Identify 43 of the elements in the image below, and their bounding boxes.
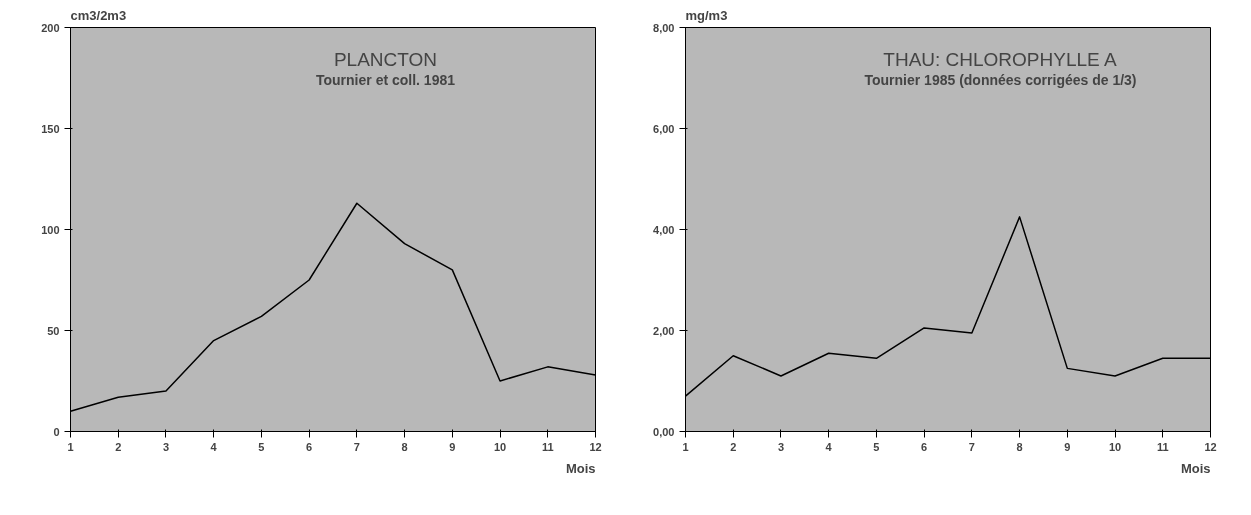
x-tick-label: 8 (401, 440, 408, 453)
y-tick-label: 0,00 (653, 425, 675, 438)
text: Tournier et coll. 1981 (316, 72, 456, 89)
y-tick-label: 0 (53, 425, 60, 438)
y-tick-label: 200 (41, 21, 60, 34)
x-tick-label: 6 (306, 440, 313, 453)
y-tick-label: 4,00 (653, 223, 675, 236)
x-tick-label: 7 (353, 440, 360, 453)
x-tick-label: 5 (873, 440, 880, 453)
x-tick-label: 7 (968, 440, 975, 453)
x-tick-label: 8 (1016, 440, 1023, 453)
text: Tournier 1985 (données corrigées de 1/3) (864, 72, 1137, 89)
x-axis-title: Mois (565, 460, 596, 476)
x-tick-label: 11 (541, 440, 554, 453)
x-tick-label: 10 (1108, 440, 1122, 453)
x-axis-title: Mois (1180, 460, 1211, 476)
x-tick-label: 2 (115, 440, 122, 453)
text: THAU: CHLOROPHYLLE A (883, 49, 1117, 71)
x-tick-label: 6 (921, 440, 928, 453)
x-tick-label: 5 (258, 440, 265, 453)
text: PLANCTON (333, 49, 438, 71)
x-tick-label: 3 (777, 440, 785, 453)
x-tick-label: 11 (1156, 440, 1169, 453)
y-tick-label: 8,00 (653, 21, 675, 34)
x-tick-label: 1 (67, 440, 74, 453)
y-axis-title: mg/m3 (685, 7, 728, 23)
line-series (685, 216, 1211, 397)
x-tick-label: 4 (210, 440, 218, 453)
x-tick-label: 1 (682, 440, 689, 453)
x-tick-label: 10 (493, 440, 507, 453)
x-tick-label: 3 (162, 440, 170, 453)
y-axis-title: cm3/2m3 (70, 7, 127, 23)
y-tick-label: 50 (47, 324, 60, 337)
x-tick-label: 4 (825, 440, 833, 453)
y-tick-label: 6,00 (653, 122, 675, 135)
x-tick-label: 12 (589, 440, 602, 453)
x-tick-label: 2 (730, 440, 737, 453)
y-tick-label: 100 (41, 223, 60, 236)
y-tick-label: 2,00 (653, 324, 675, 337)
x-tick-label: 9 (1064, 440, 1071, 453)
y-tick-label: 150 (41, 122, 60, 135)
x-tick-label: 12 (1204, 440, 1217, 453)
x-tick-label: 9 (449, 440, 456, 453)
